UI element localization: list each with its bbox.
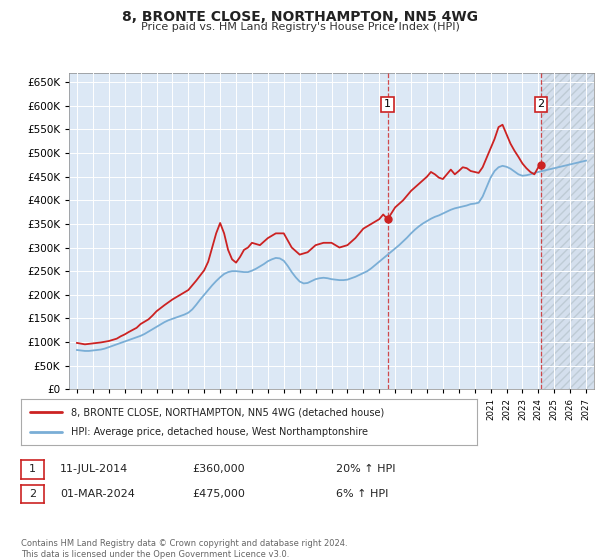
Text: 1: 1 bbox=[384, 100, 391, 109]
Text: HPI: Average price, detached house, West Northamptonshire: HPI: Average price, detached house, West… bbox=[71, 427, 368, 437]
Text: 11-JUL-2014: 11-JUL-2014 bbox=[60, 464, 128, 474]
Text: 6% ↑ HPI: 6% ↑ HPI bbox=[336, 489, 388, 499]
Text: 8, BRONTE CLOSE, NORTHAMPTON, NN5 4WG (detached house): 8, BRONTE CLOSE, NORTHAMPTON, NN5 4WG (d… bbox=[71, 407, 385, 417]
Text: £475,000: £475,000 bbox=[192, 489, 245, 499]
Text: Contains HM Land Registry data © Crown copyright and database right 2024.
This d: Contains HM Land Registry data © Crown c… bbox=[21, 539, 347, 559]
Text: Price paid vs. HM Land Registry's House Price Index (HPI): Price paid vs. HM Land Registry's House … bbox=[140, 22, 460, 32]
Text: £360,000: £360,000 bbox=[192, 464, 245, 474]
Text: 2: 2 bbox=[538, 100, 545, 109]
Text: 20% ↑ HPI: 20% ↑ HPI bbox=[336, 464, 395, 474]
Text: 8, BRONTE CLOSE, NORTHAMPTON, NN5 4WG: 8, BRONTE CLOSE, NORTHAMPTON, NN5 4WG bbox=[122, 10, 478, 24]
Bar bbox=[541, 73, 594, 389]
Text: 1: 1 bbox=[29, 464, 36, 474]
Text: 2: 2 bbox=[29, 489, 36, 499]
Text: 01-MAR-2024: 01-MAR-2024 bbox=[60, 489, 135, 499]
